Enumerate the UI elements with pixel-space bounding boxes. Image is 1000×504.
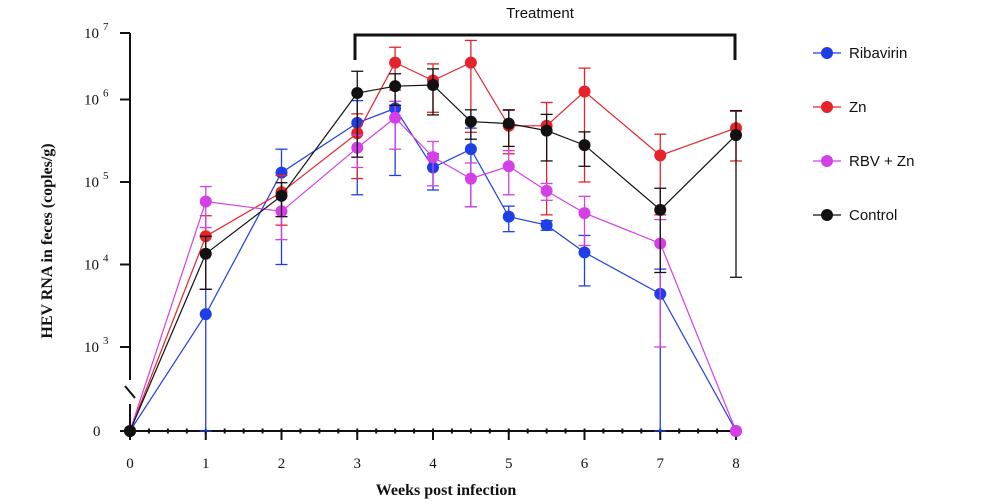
data-point: [578, 207, 591, 220]
y-ticks: 0 10 3 10 4 10 5 10 6 10 7: [84, 21, 130, 440]
y-tick-label: 10: [84, 258, 99, 274]
data-point: [464, 172, 477, 185]
y-tick-exponent: 4: [103, 253, 109, 265]
x-tick-label: 2: [278, 456, 286, 472]
data-point: [124, 425, 136, 437]
y-tick-exponent: 6: [103, 88, 109, 100]
y-tick-label: 10: [84, 340, 99, 356]
data-point: [578, 85, 591, 98]
data-point: [502, 210, 515, 223]
data-point: [730, 129, 742, 142]
series-rbv-zn: [124, 100, 742, 437]
data-point: [427, 151, 439, 164]
legend-marker: [821, 155, 833, 167]
legend-label: Ribavirin: [849, 45, 907, 62]
y-tick-label: 10: [84, 93, 99, 109]
series-layer: [124, 39, 742, 437]
y-tick-exponent: 3: [103, 335, 109, 347]
y-tick-label: 10: [84, 175, 99, 191]
legend-marker: [821, 47, 833, 59]
data-point: [730, 425, 742, 437]
data-point: [427, 78, 439, 91]
series-line: [129, 84, 737, 432]
legend: Ribavirin Zn RBV + Zn Control: [813, 45, 914, 224]
data-point: [464, 56, 477, 69]
data-point: [275, 189, 288, 202]
data-point: [464, 143, 477, 156]
data-point: [578, 246, 591, 259]
data-point: [199, 195, 212, 208]
x-tick-label: 3: [354, 456, 362, 472]
legend-label: Control: [849, 207, 897, 224]
y-tick-exponent: 7: [103, 21, 109, 33]
data-point: [578, 139, 591, 152]
x-tick-label: 1: [202, 456, 210, 472]
data-point: [540, 184, 553, 197]
x-tick-label: 7: [657, 456, 665, 472]
data-point: [654, 149, 667, 162]
treatment-label: Treatment: [506, 5, 575, 22]
legend-marker: [821, 209, 833, 221]
y-tick-exponent: 5: [103, 170, 109, 182]
x-tick-label: 6: [581, 456, 589, 472]
treatment-bracket-line: [353, 33, 737, 60]
series-line: [129, 61, 737, 432]
treatment-bracket: Treatment: [353, 5, 737, 60]
data-point: [199, 247, 212, 260]
series-control: [124, 68, 742, 437]
legend-label: RBV + Zn: [849, 153, 914, 170]
data-point: [389, 111, 402, 124]
data-point: [464, 115, 477, 128]
x-tick-label: 5: [505, 456, 513, 472]
data-point: [199, 308, 212, 321]
legend-marker: [821, 101, 833, 113]
y-tick-label: 0: [93, 424, 101, 440]
series-line: [129, 116, 737, 432]
y-axis-title: HEV RNA in feces (coples/g): [39, 143, 56, 338]
data-point: [389, 56, 402, 69]
data-point: [502, 160, 515, 173]
x-tick-label: 0: [126, 456, 134, 472]
y-axis-break-mark: [124, 385, 136, 399]
y-tick-label: 10: [84, 26, 99, 42]
x-tick-label: 8: [732, 456, 740, 472]
data-point: [502, 117, 515, 130]
data-point: [389, 80, 402, 93]
x-ticks: 0 1 2 3 4 5 6 7 8: [126, 431, 740, 472]
x-tick-label: 4: [429, 456, 437, 472]
legend-label: Zn: [849, 99, 867, 116]
data-point: [540, 219, 553, 232]
x-axis-title: Weeks post infection: [376, 482, 517, 499]
data-point: [654, 203, 667, 216]
data-point: [540, 124, 553, 137]
data-point: [351, 86, 364, 99]
series-line: [129, 107, 737, 432]
x-minor-ticks: [129, 428, 737, 434]
series-ribavirin: [124, 85, 742, 437]
